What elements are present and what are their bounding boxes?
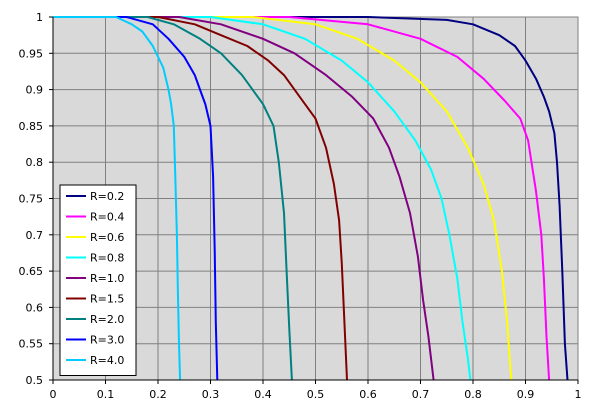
series-line-R=4.0 xyxy=(53,16,182,381)
series-line-R=0.2 xyxy=(53,16,569,381)
legend-label: R=0.2 xyxy=(90,190,124,203)
x-tick-label: 0.7 xyxy=(412,388,430,401)
x-axis-ticks: 0 0.1 0.2 0.3 0.4 0.5 0.6 0.7 0.8 0.9 1 xyxy=(50,380,582,401)
x-tick-label: 0.4 xyxy=(254,388,272,401)
legend-label: R=1.0 xyxy=(90,272,124,285)
legend-label: R=0.8 xyxy=(90,252,124,265)
x-tick-label: 0.8 xyxy=(464,388,482,401)
y-tick-label: 0.5 xyxy=(26,374,44,387)
x-tick-label: 0.1 xyxy=(97,388,115,401)
x-tick-label: 0 xyxy=(50,388,57,401)
legend-label: R=2.0 xyxy=(90,313,124,326)
legend-label: R=3.0 xyxy=(90,334,124,347)
x-tick-label: 0.5 xyxy=(307,388,325,401)
y-tick-label: 0.55 xyxy=(19,338,44,351)
series-line-R=2.0 xyxy=(53,16,293,381)
y-axis-ticks: 0.5 0.55 0.6 0.65 0.7 0.75 0.8 0.85 0.9 0.95 1 xyxy=(19,11,53,387)
grid-lines xyxy=(53,17,578,380)
legend-label: R=1.5 xyxy=(90,293,124,306)
series-line-R=3.0 xyxy=(53,16,219,381)
series-line-R=0.6 xyxy=(53,16,513,381)
y-tick-label: 0.9 xyxy=(26,84,44,97)
legend: R=0.2 R=0.4 R=0.6 R=0.8 R=1.0 R=1.5 R=2.0 R=3.0… xyxy=(59,184,137,376)
y-tick-label: 0.85 xyxy=(19,120,44,133)
y-tick-label: 0.6 xyxy=(26,301,44,314)
x-tick-label: 0.2 xyxy=(149,388,167,401)
legend-label: R=4.0 xyxy=(90,354,124,367)
series-line-R=1.0 xyxy=(53,16,435,381)
y-tick-label: 0.8 xyxy=(26,156,44,169)
series-line-R=0.8 xyxy=(53,16,472,381)
x-tick-label: 1 xyxy=(575,388,582,401)
legend-label: R=0.4 xyxy=(90,211,124,224)
y-tick-label: 0.65 xyxy=(19,265,44,278)
series-line-R=0.4 xyxy=(53,16,551,381)
series-line-R=1.5 xyxy=(53,16,348,381)
y-tick-label: 0.75 xyxy=(19,193,44,206)
y-tick-label: 0.95 xyxy=(19,47,44,60)
legend-label: R=0.6 xyxy=(90,231,124,244)
x-tick-label: 0.9 xyxy=(517,388,535,401)
x-tick-label: 0.3 xyxy=(202,388,220,401)
y-tick-label: 1 xyxy=(36,11,43,24)
y-tick-label: 0.7 xyxy=(26,229,44,242)
x-tick-label: 0.6 xyxy=(359,388,377,401)
series-lines xyxy=(53,16,569,381)
